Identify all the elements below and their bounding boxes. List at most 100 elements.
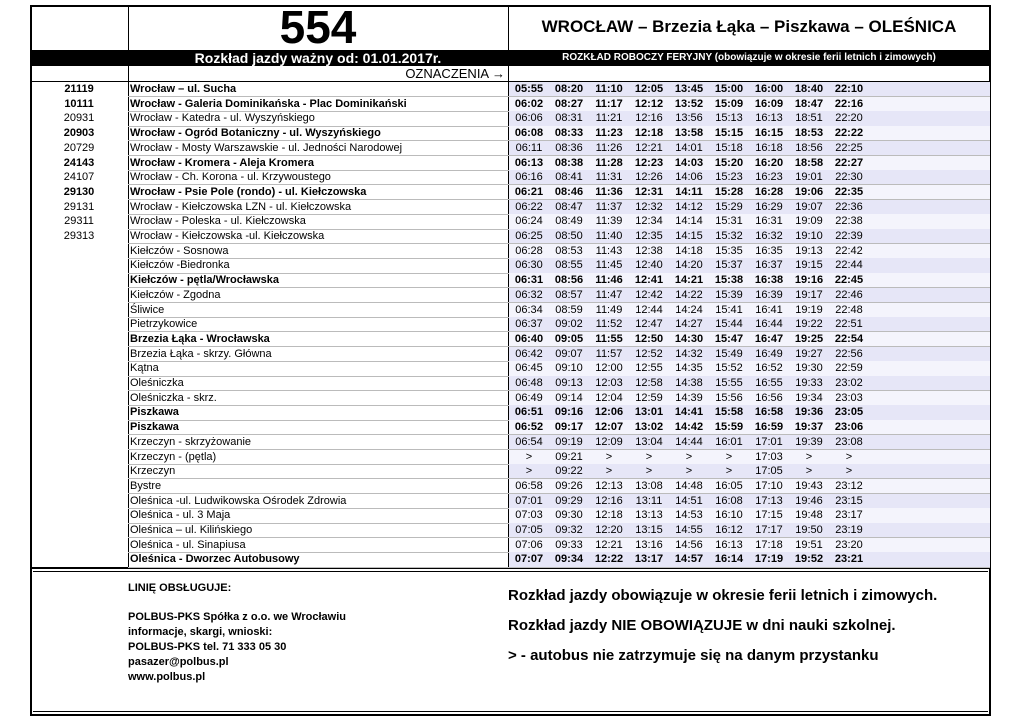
departure-time: 22:46: [835, 288, 863, 301]
departure-time: 09:17: [554, 421, 584, 434]
departure-time: 07:05: [515, 524, 543, 536]
departure-time: 18:47: [794, 97, 824, 110]
departure-time: 12:44: [635, 303, 663, 316]
time-row-bg: [509, 346, 990, 362]
departure-time: 09:34: [554, 553, 584, 566]
departure-time: 14:24: [675, 303, 703, 316]
departure-time: 08:53: [555, 244, 583, 257]
time-row-bg: [509, 155, 990, 171]
departure-time: 22:45: [834, 274, 864, 287]
stop-name: Wrocław - Mosty Warszawskie - ul. Jednoś…: [130, 141, 403, 154]
departure-time: 13:52: [674, 97, 704, 110]
departure-time: 12:50: [634, 332, 664, 345]
departure-time: 15:15: [714, 127, 744, 140]
departure-time: 12:58: [635, 377, 663, 389]
departure-time: 22:44: [835, 259, 863, 272]
time-row-bg: [509, 184, 990, 200]
stop-name: Wrocław - Kiełczowska -ul. Kiełczowska: [130, 230, 325, 242]
stop-name: Oleśnica -ul. Ludwikowska Ośrodek Zdrowi…: [130, 494, 347, 507]
departure-time: 14:12: [675, 200, 703, 213]
departure-time: 22:56: [835, 347, 863, 360]
stop-name: Wrocław – ul. Sucha: [130, 83, 237, 95]
departure-time: 12:18: [595, 509, 623, 522]
departure-time: 09:02: [555, 318, 583, 331]
departure-time: 08:36: [555, 141, 583, 154]
departure-time: 17:03: [755, 450, 783, 463]
departure-time: 12:00: [595, 362, 623, 375]
departure-time: 15:28: [714, 185, 744, 198]
departure-time: 19:39: [795, 435, 823, 448]
departure-time: 22:42: [835, 244, 863, 257]
departure-time: 11:21: [595, 112, 623, 125]
departure-time: 16:31: [755, 215, 783, 228]
departure-time: 13:16: [635, 538, 663, 551]
departure-time: 19:36: [794, 406, 824, 419]
departure-time: 19:46: [795, 494, 823, 507]
stop-name: Krzeczyn - skrzyżowanie: [130, 435, 252, 448]
departure-time: 14:20: [675, 259, 703, 272]
departure-time: 06:13: [514, 156, 544, 169]
time-row-bg: [509, 199, 990, 215]
departure-time: 09:14: [555, 391, 583, 404]
time-row-bg: [509, 243, 990, 259]
departure-time: 09:05: [554, 332, 584, 345]
departure-time: 16:55: [755, 377, 783, 389]
stop-name: Wrocław - Psie Pole (rondo) - ul. Kiełcz…: [130, 185, 367, 198]
departure-time: 19:25: [794, 332, 824, 345]
stop-name: Piszkawa: [130, 421, 179, 434]
stop-name: Bystre: [130, 479, 162, 492]
time-row-bg: [509, 126, 990, 141]
departure-time: 16:15: [754, 127, 784, 140]
stop-name: Brzezia Łąka - Wrocławska: [130, 332, 270, 345]
departure-time: 08:50: [555, 230, 583, 242]
divider: [30, 567, 991, 569]
line-number: 554: [279, 1, 357, 53]
departure-time: 14:18: [675, 244, 703, 257]
departure-time: 19:06: [794, 185, 824, 198]
departure-time: 09:32: [555, 524, 583, 536]
departure-time: 12:16: [635, 112, 663, 125]
departure-time: 14:27: [675, 318, 703, 331]
time-row-bg: [509, 464, 990, 479]
departure-time: 18:58: [794, 156, 824, 169]
departure-time: 08:20: [554, 83, 584, 95]
stop-code: 24143: [63, 156, 95, 169]
departure-time: 16:59: [754, 421, 784, 434]
departure-time: 15:39: [715, 288, 743, 301]
departure-time: 15:38: [714, 274, 744, 287]
departure-time: 06:49: [515, 391, 543, 404]
departure-time: 17:01: [755, 435, 783, 448]
time-row-bg: [509, 376, 990, 391]
departure-time: 06:48: [515, 377, 543, 389]
stop-name: Oleśnica - ul. Sinapiusa: [130, 538, 246, 551]
departure-time: 17:17: [755, 524, 783, 536]
departure-time: 14:32: [675, 347, 703, 360]
stop-name: Kątna: [130, 362, 159, 375]
stop-name: Oleśniczka: [130, 377, 184, 389]
departure-time: 06:25: [515, 230, 543, 242]
departure-time: 06:42: [515, 347, 543, 360]
stop-name: Piszkawa: [130, 406, 179, 419]
operator-info: POLBUS-PKS Spółka z o.o. we Wrocławiu: [128, 611, 346, 623]
departure-time: 08:49: [555, 215, 583, 228]
departure-time: 19:10: [795, 230, 823, 242]
departure-time: 22:25: [835, 141, 863, 154]
stop-name: Oleśnica – ul. Kilińskiego: [130, 524, 253, 536]
departure-time: 23:08: [835, 435, 863, 448]
departure-time: 12:41: [634, 274, 664, 287]
departure-time: 13:13: [635, 509, 663, 522]
departure-time: 06:22: [515, 200, 543, 213]
departure-time: >: [725, 450, 733, 463]
divider: [33, 571, 988, 572]
departure-time: 18:51: [795, 112, 823, 125]
departure-time: 22:54: [834, 332, 864, 345]
stop-name: Wrocław - Kromera - Aleja Kromera: [130, 156, 315, 169]
departure-time: 06:28: [515, 244, 543, 257]
departure-time: 06:21: [514, 185, 544, 198]
departure-time: 14:48: [675, 479, 703, 492]
departure-time: 14:51: [675, 494, 703, 507]
departure-time: 15:59: [714, 421, 744, 434]
note: > - autobus nie zatrzymuje się na danym …: [508, 647, 879, 664]
frame: [30, 5, 991, 716]
divider: [30, 81, 991, 82]
